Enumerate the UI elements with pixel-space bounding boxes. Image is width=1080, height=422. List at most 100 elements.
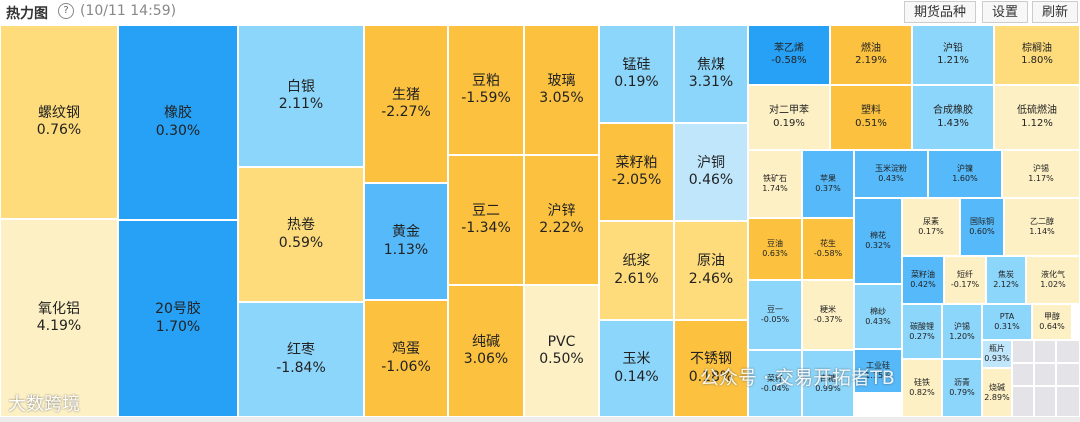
heatmap-cell[interactable]: 乙二醇 1.14% (1004, 198, 1080, 256)
heatmap-cell[interactable]: 硅铁 0.82% (902, 359, 942, 417)
heatmap-cell[interactable]: PVC 0.50% (524, 285, 599, 417)
heatmap-cell[interactable]: 沪铜 0.46% (674, 123, 748, 221)
heatmap-cell[interactable]: 尿素 0.17% (902, 198, 960, 256)
heatmap-cell[interactable]: 热卷 0.59% (238, 167, 364, 302)
heatmap-cell[interactable]: 白银 2.11% (238, 25, 364, 167)
heatmap-cell[interactable]: 工业硅 1.15% (854, 349, 902, 393)
heatmap-cell[interactable]: 合成橡胶 1.43% (912, 85, 994, 150)
cell-name: 碳酸锂 (910, 321, 934, 331)
heatmap-cell[interactable]: 碳酸锂 0.27% (902, 304, 942, 359)
heatmap-cell[interactable]: 橡胶 0.30% (118, 25, 238, 220)
cell-change-percent: -0.05% (760, 315, 790, 324)
heatmap-cell[interactable]: 原油 2.46% (674, 221, 748, 320)
heatmap-cell[interactable]: 菜籽粕 -2.05% (599, 123, 674, 221)
heatmap-cell[interactable]: 玉米淀粉 0.43% (854, 150, 928, 198)
cell-name: PVC (547, 333, 576, 350)
heatmap-cell[interactable]: 沪锌 2.22% (524, 155, 599, 285)
heatmap-cell[interactable]: 豆二 -1.34% (448, 155, 524, 285)
cell-change-percent: -0.58% (771, 55, 807, 66)
cell-change-percent: 2.89% (984, 392, 1010, 402)
heatmap-cell[interactable]: 液化气 1.02% (1026, 256, 1080, 304)
heatmap-cell[interactable]: 燃油 2.19% (830, 25, 912, 85)
heatmap-cell[interactable]: 短纤 -0.17% (944, 256, 986, 304)
heatmap-cell[interactable]: 瓶片 0.93% (982, 340, 1012, 368)
heatmap-cell[interactable]: 棉花 0.32% (854, 198, 902, 284)
heatmap-cell[interactable]: 甲醇 0.64% (1032, 304, 1072, 340)
heatmap-cell[interactable]: 红枣 -1.84% (238, 302, 364, 417)
cell-name: 原油 (697, 253, 725, 269)
cell-change-percent: 1.21% (937, 55, 969, 66)
heatmap-cell[interactable]: 玻璃 3.05% (524, 25, 599, 155)
cell-name: 工业硅 (866, 361, 890, 370)
refresh-button[interactable]: 刷新 (1032, 1, 1078, 23)
cell-name: 国际铜 (970, 217, 994, 226)
heatmap-cell[interactable]: 棉纱 0.43% (854, 284, 902, 349)
heatmap-cell[interactable]: 鸡蛋 -1.06% (364, 300, 448, 417)
help-icon[interactable]: ? (58, 3, 74, 19)
cell-change-percent: 2.61% (614, 270, 659, 287)
heatmap-cell[interactable]: 豆油 0.63% (748, 218, 802, 280)
heatmap-cell[interactable]: 菜籽油 0.42% (902, 256, 944, 304)
heatmap-cell[interactable]: 花生 -0.58% (802, 218, 854, 280)
heatmap-cell[interactable]: 苹果 0.37% (802, 150, 854, 218)
heatmap-cell[interactable]: 塑料 0.51% (830, 85, 912, 150)
heatmap-cell[interactable]: 粳米 -0.37% (802, 280, 854, 350)
heatmap-cell[interactable]: 苯乙烯 -0.58% (748, 25, 830, 85)
heatmap-cell[interactable]: 沪铅 1.21% (912, 25, 994, 85)
empty-cell (1034, 363, 1056, 386)
heatmap-cell[interactable]: 铁矿石 1.74% (748, 150, 802, 218)
heatmap-cell[interactable]: 国际铜 0.60% (960, 198, 1004, 256)
cell-change-percent: 0.37% (815, 184, 841, 193)
heatmap-cell[interactable]: 沪锡 1.20% (942, 304, 982, 359)
heatmap-cell[interactable]: 不锈钢 0.18% (674, 320, 748, 417)
heatmap-cell[interactable]: 氧化铝 4.19% (0, 219, 118, 417)
heatmap-cell[interactable]: 沥青 0.79% (942, 359, 982, 417)
heatmap-cell[interactable]: 纸浆 2.61% (599, 221, 674, 320)
cell-name: 玻璃 (547, 72, 576, 89)
cell-name: 不锈钢 (690, 351, 732, 367)
heatmap-cell[interactable]: 菜籽 -0.04% (748, 350, 802, 417)
cell-name: 沪锡 (954, 321, 970, 331)
cell-name: 硅铁 (914, 378, 930, 387)
cell-change-percent: 1.13% (383, 241, 429, 258)
cell-name: 黄金 (392, 224, 420, 240)
heatmap-cell[interactable]: 20号胶 1.70% (118, 220, 238, 417)
cell-change-percent: 0.19% (614, 74, 659, 90)
empty-cell (1012, 340, 1034, 363)
heatmap-cell[interactable]: 沪镍 1.60% (928, 150, 1002, 198)
cell-change-percent: 1.12% (1021, 117, 1053, 129)
cell-change-percent: 1.02% (1040, 280, 1066, 289)
heatmap-cell[interactable]: 焦炭 2.12% (986, 256, 1026, 304)
heatmap-cell[interactable]: 黄金 1.13% (364, 183, 448, 300)
cell-name: 对二甲苯 (769, 105, 809, 116)
heatmap-cell[interactable]: 纯碱 3.06% (448, 285, 524, 417)
heatmap-cell[interactable]: 对二甲苯 0.19% (748, 85, 830, 150)
heatmap-cell[interactable]: 豆粕 -1.59% (448, 25, 524, 155)
heatmap-cell[interactable]: 螺纹钢 0.76% (0, 25, 118, 219)
bottom-scrollbar[interactable] (0, 417, 1080, 422)
heatmap-cell[interactable]: 沪锡 1.17% (1002, 150, 1080, 198)
cell-name: 沥青 (954, 378, 970, 387)
heatmap-cell[interactable]: 棕榈油 1.80% (994, 25, 1080, 85)
cell-name: 铁矿石 (763, 174, 787, 183)
cell-change-percent: 1.14% (1029, 227, 1055, 236)
cell-name: 花生 (820, 239, 836, 248)
futures-category-button[interactable]: 期货品种 (904, 1, 976, 23)
cell-change-percent: -1.59% (461, 90, 511, 106)
cell-change-percent: 0.43% (865, 316, 891, 326)
heatmap-cell[interactable]: 白糖 0.99% (802, 350, 854, 417)
heatmap-cell[interactable]: 豆一 -0.05% (748, 280, 802, 350)
heatmap-cell[interactable]: PTA 0.31% (982, 304, 1032, 340)
cell-change-percent: 0.59% (278, 234, 324, 251)
settings-button[interactable]: 设置 (982, 1, 1028, 23)
heatmap-cell[interactable]: 焦煤 3.31% (674, 25, 748, 123)
cell-name: 焦煤 (697, 56, 725, 73)
cell-change-percent: 1.70% (155, 318, 201, 335)
heatmap-cell[interactable]: 玉米 0.14% (599, 320, 674, 417)
cell-name: 棕榈油 (1022, 42, 1052, 54)
watermark-wechat: 公众号 · 交易开拓者TB (700, 367, 895, 389)
heatmap-cell[interactable]: 生猪 -2.27% (364, 25, 448, 183)
heatmap-cell[interactable]: 锰硅 0.19% (599, 25, 674, 123)
heatmap-cell[interactable]: 低硫燃油 1.12% (994, 85, 1080, 150)
heatmap-cell[interactable]: 烧碱 2.89% (982, 368, 1012, 417)
